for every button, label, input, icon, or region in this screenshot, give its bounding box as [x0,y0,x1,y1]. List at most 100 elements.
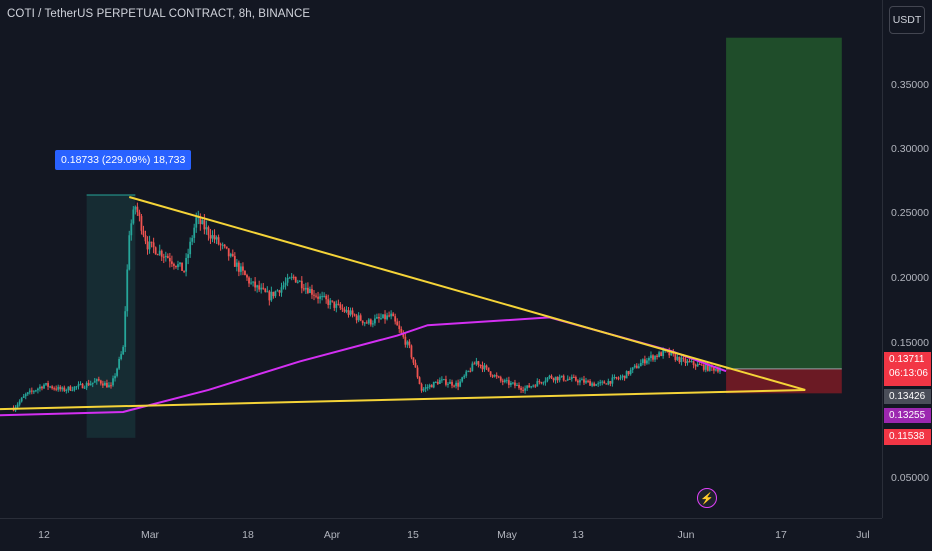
target-zone [726,37,842,369]
candle-body [108,385,110,388]
time-label: 12 [38,529,50,541]
candle-body [130,223,133,236]
candle-body [327,299,330,305]
ma-value-badge: 0.13255 [884,408,931,423]
candle-body [85,382,88,388]
time-label: Jul [856,529,870,541]
candle-body [469,370,472,372]
candle-body [613,377,616,379]
candle-body [313,294,315,296]
candle-body [77,384,80,387]
candle-body [278,290,281,293]
candle-body [95,379,98,382]
candle-body [242,266,244,271]
candle-body [345,310,348,312]
price-label: 0.30000 [891,143,929,155]
candle-body [256,285,259,288]
candle-body [286,277,289,283]
candle-body [173,263,175,266]
candle-body [593,383,596,386]
candle-body [240,266,242,272]
candle-body [272,291,275,297]
candle-body [507,380,510,385]
candle-body [637,366,640,369]
candle-body [276,290,279,292]
chart-title: COTI / TetherUS PERPETUAL CONTRACT, 8h, … [7,8,311,20]
candle-body [126,269,129,312]
price-label: 0.35000 [891,79,929,91]
candle-body [43,384,45,389]
candle-body [361,320,364,324]
candle-body [309,288,311,293]
candle-body [414,362,417,368]
candle-body [246,275,248,278]
candle-body [510,382,512,385]
candle-body [120,354,123,359]
currency-button[interactable]: USDT [889,6,925,34]
candle-body [335,303,338,308]
candle-body [384,314,386,320]
candle-body [300,280,303,289]
candle-body [591,383,593,386]
candle-body [191,237,194,242]
candle-body [656,355,658,357]
candle-body [658,352,660,357]
candle-body [713,367,715,371]
candle-body [499,377,502,381]
candle-body [150,241,153,243]
chart-canvas[interactable] [0,0,882,518]
candle-body [670,352,673,356]
time-label: May [497,529,517,541]
candle-body [589,381,591,386]
candle-body [55,388,58,390]
candle-body [311,288,313,295]
candle-body [386,315,388,320]
candle-body [447,383,449,385]
candle-body [284,282,287,286]
candle-body [333,301,336,308]
candle-body [404,336,407,345]
candle-body [195,217,198,228]
candle-body [641,359,644,363]
candle-body [235,262,238,267]
candle-body [34,390,37,392]
candle-body [662,350,665,357]
candle-body [187,254,190,258]
candle-body [122,346,125,355]
candle-body [30,390,33,392]
price-level-badge: 0.13426 [884,389,931,404]
candle-body [349,310,352,315]
candle-body [39,386,41,389]
lower-trendline [0,388,806,411]
candle-body [398,325,401,329]
candle-body [177,264,179,268]
candle-body [493,375,496,377]
candle-body [65,389,68,391]
chart-area[interactable]: COTI / TetherUS PERPETUAL CONTRACT, 8h, … [0,0,882,518]
candle-body [516,384,518,386]
candle-body [615,377,618,379]
candle-body [227,248,230,257]
time-axis[interactable]: 12 Mar 18 Apr 15 May 13 Jun 17 Jul [0,518,882,551]
candle-body [528,385,531,388]
candle-body [552,378,555,381]
candle-body [408,341,411,346]
candle-body [49,386,51,388]
candle-body [696,363,699,367]
lightning-icon[interactable]: ⚡ [697,488,717,508]
candle-body [37,388,39,391]
candle-body [704,364,707,370]
candle-body [317,296,319,299]
candle-body [629,369,632,375]
candle-body [627,371,630,375]
candle-body [392,313,395,317]
candle-body [252,281,254,283]
price-label: 0.15000 [891,337,929,349]
candle-body [420,384,423,391]
candle-body [59,386,62,390]
candle-body [706,364,709,371]
candle-body [424,387,427,389]
candle-body [203,220,206,230]
price-axis[interactable]: USDT 0.35000 0.30000 0.25000 0.20000 0.1… [882,0,932,518]
candle-body [700,364,703,366]
